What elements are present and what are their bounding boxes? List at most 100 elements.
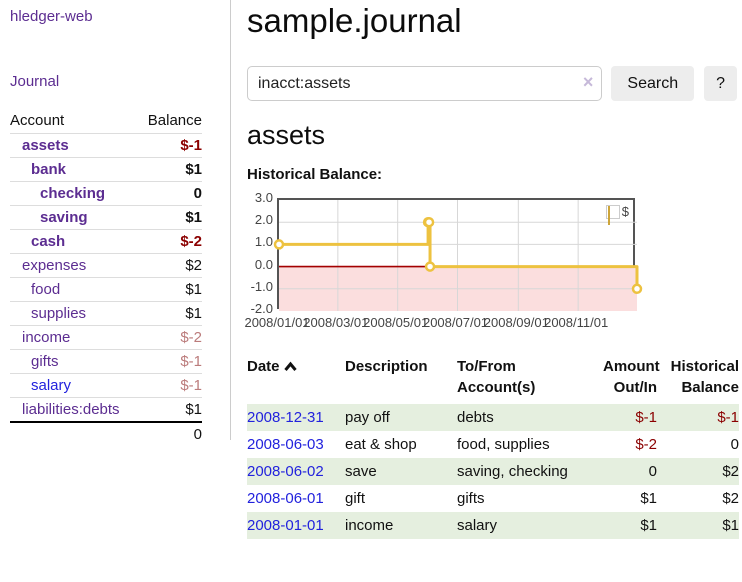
transaction-date-link[interactable]: 2008-06-02: [247, 463, 324, 480]
sidebar-account-link[interactable]: gifts: [31, 353, 59, 370]
account-row: expenses $2: [10, 253, 202, 278]
data-point-marker: [423, 216, 435, 228]
account-row: assets $-1: [10, 133, 202, 158]
x-axis-tick-label: 2008/01/01: [244, 315, 310, 330]
account-row: liabilities:debts $1: [10, 397, 202, 422]
accounts-column-header: Account: [10, 112, 65, 129]
sidebar-account-link[interactable]: cash: [31, 233, 66, 250]
account-balance: $-1: [138, 373, 202, 398]
balance-chart: 3.0 2.0 1.0 0.0 -1.0 -2.0 $ 2008/01/01 2008/03…: [244, 190, 647, 336]
transaction-balance: $1: [657, 512, 739, 539]
transaction-balance: 0: [730, 436, 739, 453]
header-line: Out/In: [613, 379, 657, 396]
account-balance: $-2: [138, 229, 202, 254]
x-axis-tick-label: 2008/05/01: [363, 315, 429, 330]
sidebar-account-link[interactable]: saving: [40, 209, 88, 226]
register-table-body: 2008-12-31 pay off debts $-1 $-1 2008-06-03 ea…: [247, 404, 739, 539]
legend-swatch-icon: [607, 205, 610, 225]
sidebar-account-link[interactable]: supplies: [31, 305, 87, 322]
legend-colorbox: [605, 204, 620, 225]
account-balance: $-2: [138, 325, 202, 350]
accounts-table: Account Balance assets $-1 bank $1 checking 0…: [10, 109, 202, 446]
transaction-row: 2008-12-31 pay off debts $-1 $-1: [247, 404, 739, 431]
sidebar-item-journal[interactable]: Journal: [10, 73, 60, 90]
register-header-date-label: Date: [247, 358, 280, 375]
transaction-balance: $2: [722, 490, 739, 507]
header-line: Balance: [681, 379, 739, 396]
chart-legend: $: [604, 203, 630, 225]
transaction-row: 2008-06-03 eat & shop food, supplies $-2 0: [247, 431, 739, 458]
transaction-description: income: [345, 512, 457, 539]
transaction-balance: $2: [657, 458, 739, 485]
transaction-accounts: saving, checking: [457, 463, 568, 480]
sidebar-account-link[interactable]: expenses: [22, 257, 87, 274]
sidebar-account-link[interactable]: income: [22, 329, 71, 346]
sidebar: hledger-web Journal Account Balance asse…: [0, 0, 231, 446]
transaction-date-link[interactable]: 2008-01-01: [247, 517, 324, 534]
accounts-total-row: 0: [10, 421, 202, 446]
register-table: Date Description To/From Account(s) Amoun…: [247, 354, 739, 539]
transaction-date-link[interactable]: 2008-06-01: [247, 490, 324, 507]
account-row: cash $-2: [10, 229, 202, 254]
account-balance: $1: [138, 301, 202, 326]
account-balance: $1: [138, 157, 202, 182]
app-brand-link[interactable]: hledger-web: [10, 8, 93, 25]
transaction-date-link[interactable]: 2008-06-03: [247, 436, 324, 453]
sidebar-account-link[interactable]: checking: [40, 185, 106, 202]
search-button[interactable]: Search: [611, 66, 695, 101]
legend-label: $: [621, 204, 629, 219]
help-button[interactable]: ?: [704, 66, 737, 101]
account-balance: $-1: [138, 133, 202, 158]
register-header-date[interactable]: Date: [247, 354, 345, 404]
clear-search-icon[interactable]: ×: [582, 72, 594, 92]
chart-canvas: [273, 200, 643, 311]
account-row: bank $1: [10, 157, 202, 182]
chart-x-axis: 2008/01/01 2008/03/01 2008/05/01 2008/07/01…: [244, 315, 635, 331]
sidebar-account-link[interactable]: bank: [31, 161, 67, 178]
register-header-description: Description: [345, 358, 428, 375]
sidebar-account-link[interactable]: food: [31, 281, 61, 298]
account-row: checking 0: [10, 181, 202, 206]
header-line: Amount: [603, 358, 660, 375]
account-row: salary $-1: [10, 373, 202, 398]
data-point-marker: [424, 261, 436, 272]
sidebar-account-link[interactable]: assets: [22, 137, 69, 154]
account-balance: $-1: [138, 349, 202, 374]
main-content: sample.journal × Search ? assets Histori…: [244, 0, 739, 539]
y-axis-tick-label: 2.0: [254, 212, 273, 228]
chart-plot-area: $: [273, 198, 643, 311]
search-input[interactable]: [247, 66, 603, 101]
register-header-amount: Amount Out/In: [603, 354, 660, 404]
account-balance: $1: [138, 397, 202, 422]
accounts-table-body: assets $-1 bank $1 checking 0 saving $1 cash $-2 e…: [10, 133, 202, 446]
account-balance: $2: [138, 253, 202, 278]
transaction-accounts: salary: [457, 517, 498, 534]
account-balance: $1: [138, 277, 202, 302]
transaction-description: pay off: [345, 404, 457, 431]
transaction-date-link[interactable]: 2008-12-31: [247, 409, 324, 426]
account-row: food $1: [10, 277, 202, 302]
y-axis-tick-label: 1.0: [254, 234, 273, 250]
transaction-row: 2008-01-01 income salary $1 $1: [247, 512, 739, 539]
account-balance: 0: [138, 181, 202, 206]
account-row: supplies $1: [10, 301, 202, 326]
account-balance: $1: [138, 205, 202, 230]
sidebar-account-link[interactable]: liabilities:debts: [22, 401, 120, 418]
y-axis-tick-label: -1.0: [250, 278, 273, 294]
transaction-amount: $-1: [603, 404, 657, 431]
transaction-amount: $-2: [635, 436, 657, 453]
data-point-marker: [273, 239, 285, 250]
page-title: sample.journal: [247, 2, 462, 39]
y-axis-tick-label: -2.0: [250, 301, 273, 316]
account-row: saving $1: [10, 205, 202, 230]
header-line: To/From: [457, 358, 516, 375]
chart-title: Historical Balance:: [247, 166, 383, 183]
header-line: Account(s): [457, 379, 536, 396]
x-axis-tick-label: 2008/07/01: [422, 315, 489, 330]
sidebar-account-link[interactable]: salary: [31, 377, 72, 394]
accounts-total-value: 0: [138, 421, 202, 446]
transaction-accounts: food, supplies: [457, 436, 550, 453]
transaction-amount: 0: [603, 458, 657, 485]
search-box: ×: [247, 66, 603, 101]
